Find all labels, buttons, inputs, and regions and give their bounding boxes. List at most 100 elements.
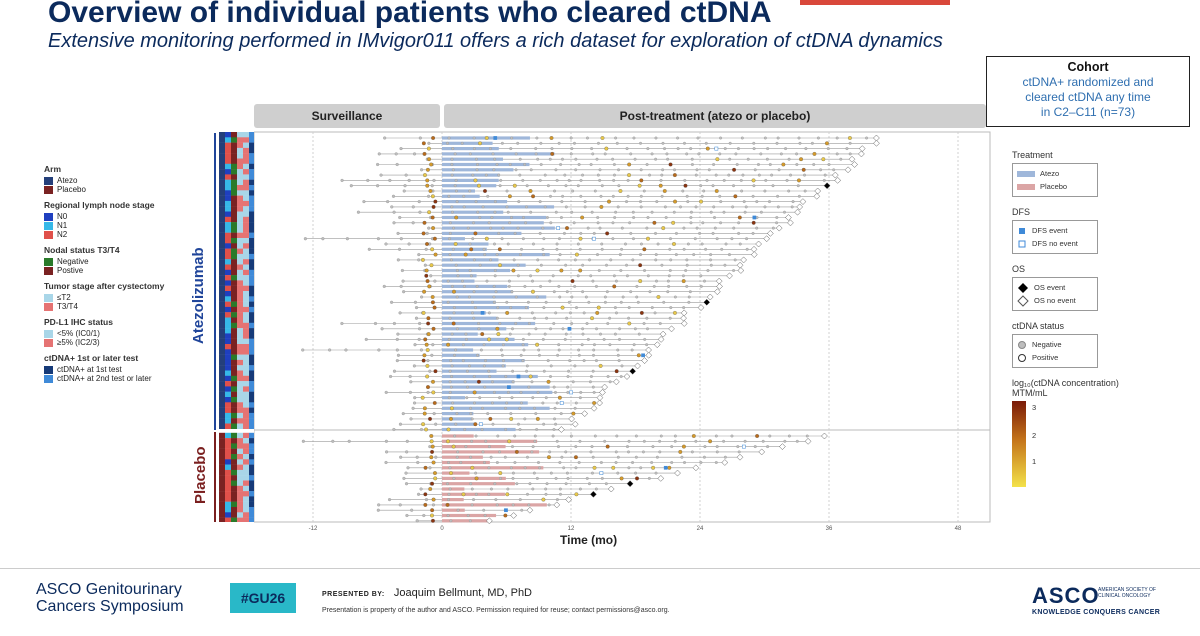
ctdna-sample (468, 269, 472, 272)
heatmap-cell (231, 407, 237, 414)
heatmap-cell (249, 259, 255, 265)
heatmap-cell (249, 464, 255, 471)
ctdna-sample (478, 263, 482, 267)
dfs-no-event-marker (559, 401, 564, 405)
ctdna-sample (415, 519, 419, 523)
ctdna-sample (544, 487, 548, 491)
ctdna-sample (537, 461, 540, 464)
heatmap-cell (249, 269, 255, 276)
ctdna-sample (680, 455, 684, 459)
heatmap-cell (231, 195, 237, 202)
ctdna-positive (425, 374, 430, 379)
ctdna-sample (573, 364, 577, 368)
heatmap-cell (231, 301, 237, 308)
ctdna-positive (637, 183, 642, 188)
ctdna-sample (450, 284, 454, 288)
ctdna-sample (626, 194, 630, 198)
ctdna-positive (598, 363, 603, 368)
ctdna-sample (600, 247, 604, 251)
heatmap-cell (249, 264, 255, 270)
ctdna-sample (612, 274, 616, 278)
ctdna-sample (569, 136, 573, 140)
heatmap-cell (231, 496, 237, 502)
ctdna-sample (505, 401, 509, 405)
ctdna-sample (641, 450, 645, 454)
ctdna-sample (396, 231, 400, 235)
heatmap-cell (225, 216, 231, 223)
heatmap-cell (231, 512, 237, 518)
ctdna-sample (761, 439, 765, 443)
ctdna-sample (558, 461, 562, 464)
ctdna-sample (396, 258, 400, 262)
ctdna-sample (775, 216, 779, 219)
ctdna-sample (564, 482, 568, 486)
treatment-bar (442, 353, 480, 357)
ctdna-positive (505, 310, 510, 315)
heatmap-cell (243, 491, 249, 497)
heatmap-cell (231, 312, 237, 318)
ctdna-positive (605, 444, 610, 449)
asco-tagline: KNOWLEDGE CONQUERS CANCER (1032, 609, 1161, 616)
ctdna-sample (787, 189, 791, 193)
ctdna-sample (631, 258, 635, 262)
ctdna-sample (634, 455, 638, 459)
os-no-event-marker (565, 496, 573, 503)
heatmap-cell (231, 232, 237, 239)
ctdna-sample (571, 380, 575, 384)
ctdna-sample (487, 369, 491, 373)
heatmap-cell (231, 412, 237, 419)
os-no-event-marker (726, 272, 733, 280)
ctdna-positive (535, 416, 540, 421)
heatmap-cell (237, 232, 243, 239)
ctdna-sample (619, 375, 623, 378)
ctdna-sample (395, 348, 399, 352)
ctdna-sample (685, 194, 689, 198)
ctdna-sample (700, 194, 704, 198)
heatmap-cell (249, 195, 255, 202)
heatmap-cell (225, 190, 231, 196)
ctdna-sample (426, 390, 430, 394)
treatment-bar (442, 439, 538, 443)
os-no-event-marker (721, 459, 729, 466)
os-no-event-marker (596, 399, 603, 407)
ctdna-sample (549, 375, 552, 378)
heatmap-cell (231, 507, 237, 513)
heatmap-cell (225, 381, 231, 387)
ctdna-sample (620, 226, 624, 230)
heatmap-cell (231, 491, 237, 497)
legend-label: ctDNA+ at 2nd test or later (57, 373, 152, 383)
ctdna-sample (572, 221, 576, 225)
ctdna-sample (624, 242, 627, 246)
ctdna-sample (455, 269, 459, 272)
ctdna-sample (605, 263, 608, 267)
ctdna-sample (611, 237, 615, 241)
ctdna-sample (634, 434, 638, 438)
ctdna-sample (538, 231, 542, 235)
ctdna-sample (614, 210, 618, 214)
ctdna-sample (673, 434, 677, 438)
ctdna-sample (714, 434, 718, 438)
ctdna-positive (430, 508, 435, 513)
ctdna-sample (411, 406, 415, 410)
ctdna-sample (499, 476, 502, 480)
heatmap-cell (249, 438, 255, 444)
ctdna-sample (720, 247, 724, 251)
ctdna-sample (405, 513, 409, 518)
ctdna-positive (507, 194, 512, 199)
ctdna-positive (607, 199, 611, 204)
treatment-bar (442, 385, 550, 389)
ctdna-sample (566, 476, 570, 480)
ctdna-sample (450, 163, 454, 166)
ctdna-sample (539, 284, 543, 288)
ctdna-sample (455, 455, 459, 459)
ctdna-sample (584, 295, 588, 299)
heatmap-cell (231, 158, 237, 164)
os-no-event-marker (645, 351, 653, 359)
ctdna-sample (518, 428, 522, 431)
ctdna-sample (448, 221, 452, 225)
ctdna-sample (673, 295, 677, 299)
ctdna-positive (656, 295, 661, 299)
ctdna-positive (423, 492, 428, 497)
ctdna-sample (689, 216, 693, 219)
heatmap-cell (219, 402, 225, 408)
